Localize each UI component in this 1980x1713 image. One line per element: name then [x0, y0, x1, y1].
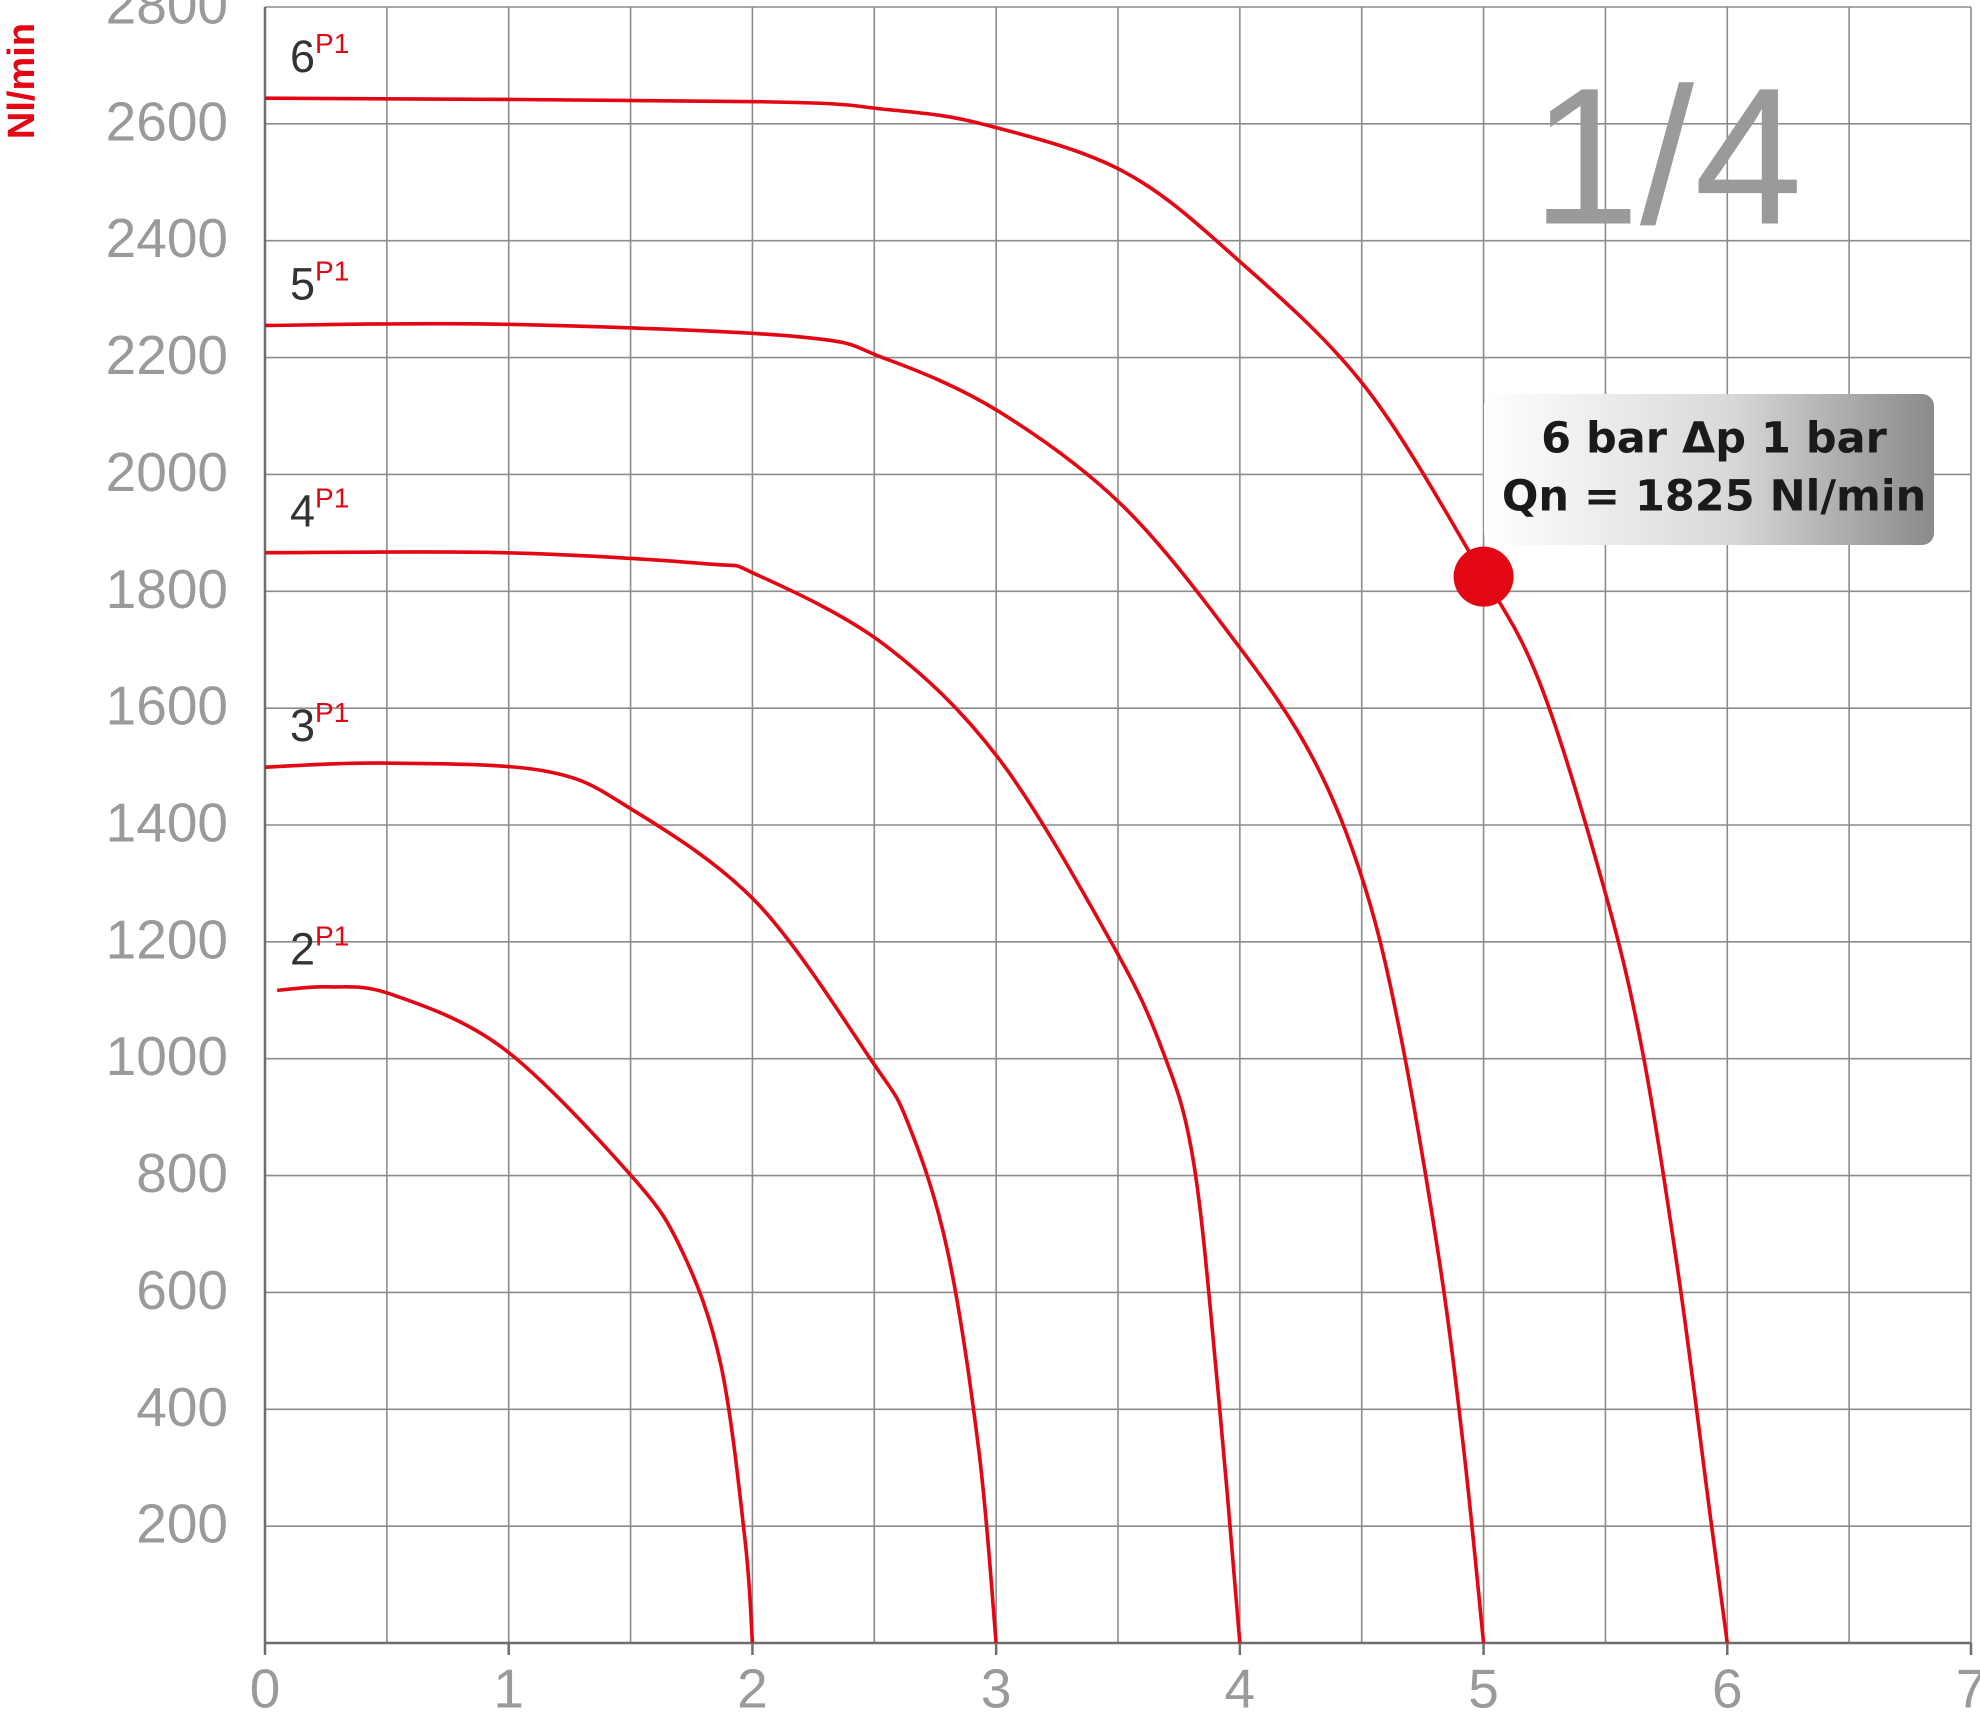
y-tick-label: 1200: [106, 908, 228, 970]
series-name: 4: [290, 486, 315, 537]
series-label: 6P1: [290, 29, 349, 83]
annotation-box: [1484, 394, 1934, 545]
series-label: 4P1: [290, 483, 349, 537]
x-tick-label: 1: [493, 1658, 524, 1713]
series-name: 5: [290, 258, 315, 309]
x-tick-label: 0: [250, 1658, 281, 1713]
series-line: [264, 550, 1242, 1644]
y-tick-label: 1800: [106, 558, 228, 620]
y-tick-label: 1400: [106, 792, 228, 854]
series-label: 3P1: [290, 698, 349, 752]
annotation-text: 6 bar Δp 1 bar: [1541, 414, 1888, 464]
series-label: 2P1: [290, 921, 349, 975]
x-tick-label: 7: [1956, 1658, 1980, 1713]
x-tick-label: 2: [737, 1658, 768, 1713]
x-tick-label: 5: [1468, 1658, 1499, 1713]
series-label: 5P1: [290, 256, 349, 310]
y-tick-label: 2600: [106, 90, 228, 152]
y-tick-label: 800: [136, 1142, 228, 1204]
series-suffix: P1: [315, 698, 349, 729]
series-name: 2: [290, 923, 315, 974]
y-tick-label: 2400: [106, 207, 228, 269]
series-line: [264, 761, 998, 1644]
series-suffix: P1: [315, 256, 349, 287]
y-tick-label: 2200: [106, 324, 228, 386]
series-line: [277, 984, 755, 1644]
chart-title: 1/4: [1531, 48, 1802, 266]
grid: [263, 6, 1973, 1655]
curves: [264, 96, 1730, 1644]
x-tick-label: 4: [1225, 1658, 1256, 1713]
series-suffix: P1: [315, 921, 349, 952]
x-tick-label: 6: [1712, 1658, 1743, 1713]
series-line: [264, 96, 1730, 1644]
y-axis-label: Nl/min: [1, 23, 43, 139]
series-name: 3: [290, 700, 315, 751]
y-tick-label: 1600: [106, 675, 228, 737]
annotation-point: [1453, 546, 1514, 607]
y-tick-label: 200: [136, 1493, 228, 1555]
y-tick-label: 400: [136, 1376, 228, 1438]
annotation-text: Qn = 1825 Nl/min: [1502, 472, 1926, 522]
x-tick-label: 3: [981, 1658, 1012, 1713]
y-tick-label: 600: [136, 1259, 228, 1321]
series-name: 6: [290, 31, 315, 82]
y-tick-label: 1000: [106, 1025, 228, 1087]
y-tick-label: 2800: [106, 0, 228, 36]
series-line: [264, 321, 1486, 1644]
series-suffix: P1: [315, 29, 349, 60]
series-suffix: P1: [315, 483, 349, 514]
y-tick-label: 2000: [106, 441, 228, 503]
